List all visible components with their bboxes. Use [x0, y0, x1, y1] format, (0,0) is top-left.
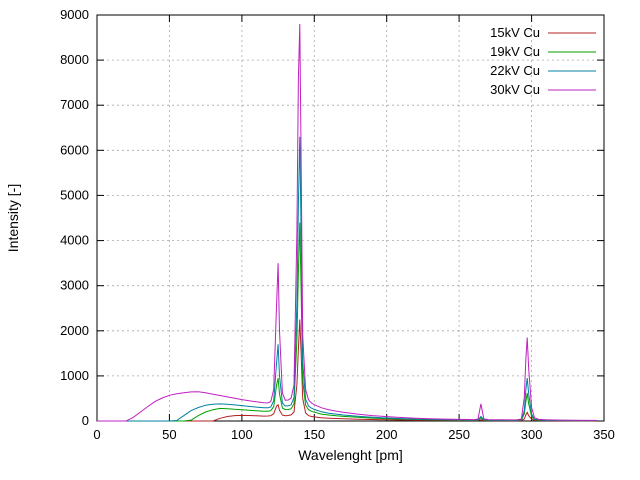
y-tick-label: 3000	[60, 278, 89, 293]
y-tick-label: 4000	[60, 233, 89, 248]
y-axis-label: Intensity [-]	[5, 183, 21, 253]
x-tick-label: 50	[162, 427, 176, 442]
legend-label: 30kV Cu	[490, 82, 540, 97]
legend-label: 22kV Cu	[490, 63, 540, 78]
series-line-15kv-cu	[97, 319, 597, 422]
x-tick-label: 0	[93, 427, 100, 442]
legend-label: 19kV Cu	[490, 44, 540, 59]
x-tick-label: 350	[593, 427, 615, 442]
x-tick-label: 200	[376, 427, 398, 442]
y-tick-label: 0	[82, 413, 89, 428]
y-tick-label: 1000	[60, 368, 89, 383]
series-line-22kv-cu	[97, 136, 597, 422]
x-tick-label: 300	[521, 427, 543, 442]
y-tick-label: 9000	[60, 7, 89, 22]
x-tick-label: 150	[303, 427, 325, 442]
series-line-19kv-cu	[97, 222, 597, 422]
y-tick-label: 2000	[60, 323, 89, 338]
plot-frame	[96, 14, 605, 422]
series-line-30kv-cu	[97, 23, 597, 422]
y-tick-label: 6000	[60, 142, 89, 157]
y-tick-label: 5000	[60, 187, 89, 202]
y-tick-label: 8000	[60, 52, 89, 67]
x-axis-label: Wavelenght [pm]	[298, 447, 403, 463]
y-tick-label: 7000	[60, 97, 89, 112]
legend-label: 15kV Cu	[490, 25, 540, 40]
x-tick-label: 250	[448, 427, 470, 442]
x-tick-label: 100	[231, 427, 253, 442]
